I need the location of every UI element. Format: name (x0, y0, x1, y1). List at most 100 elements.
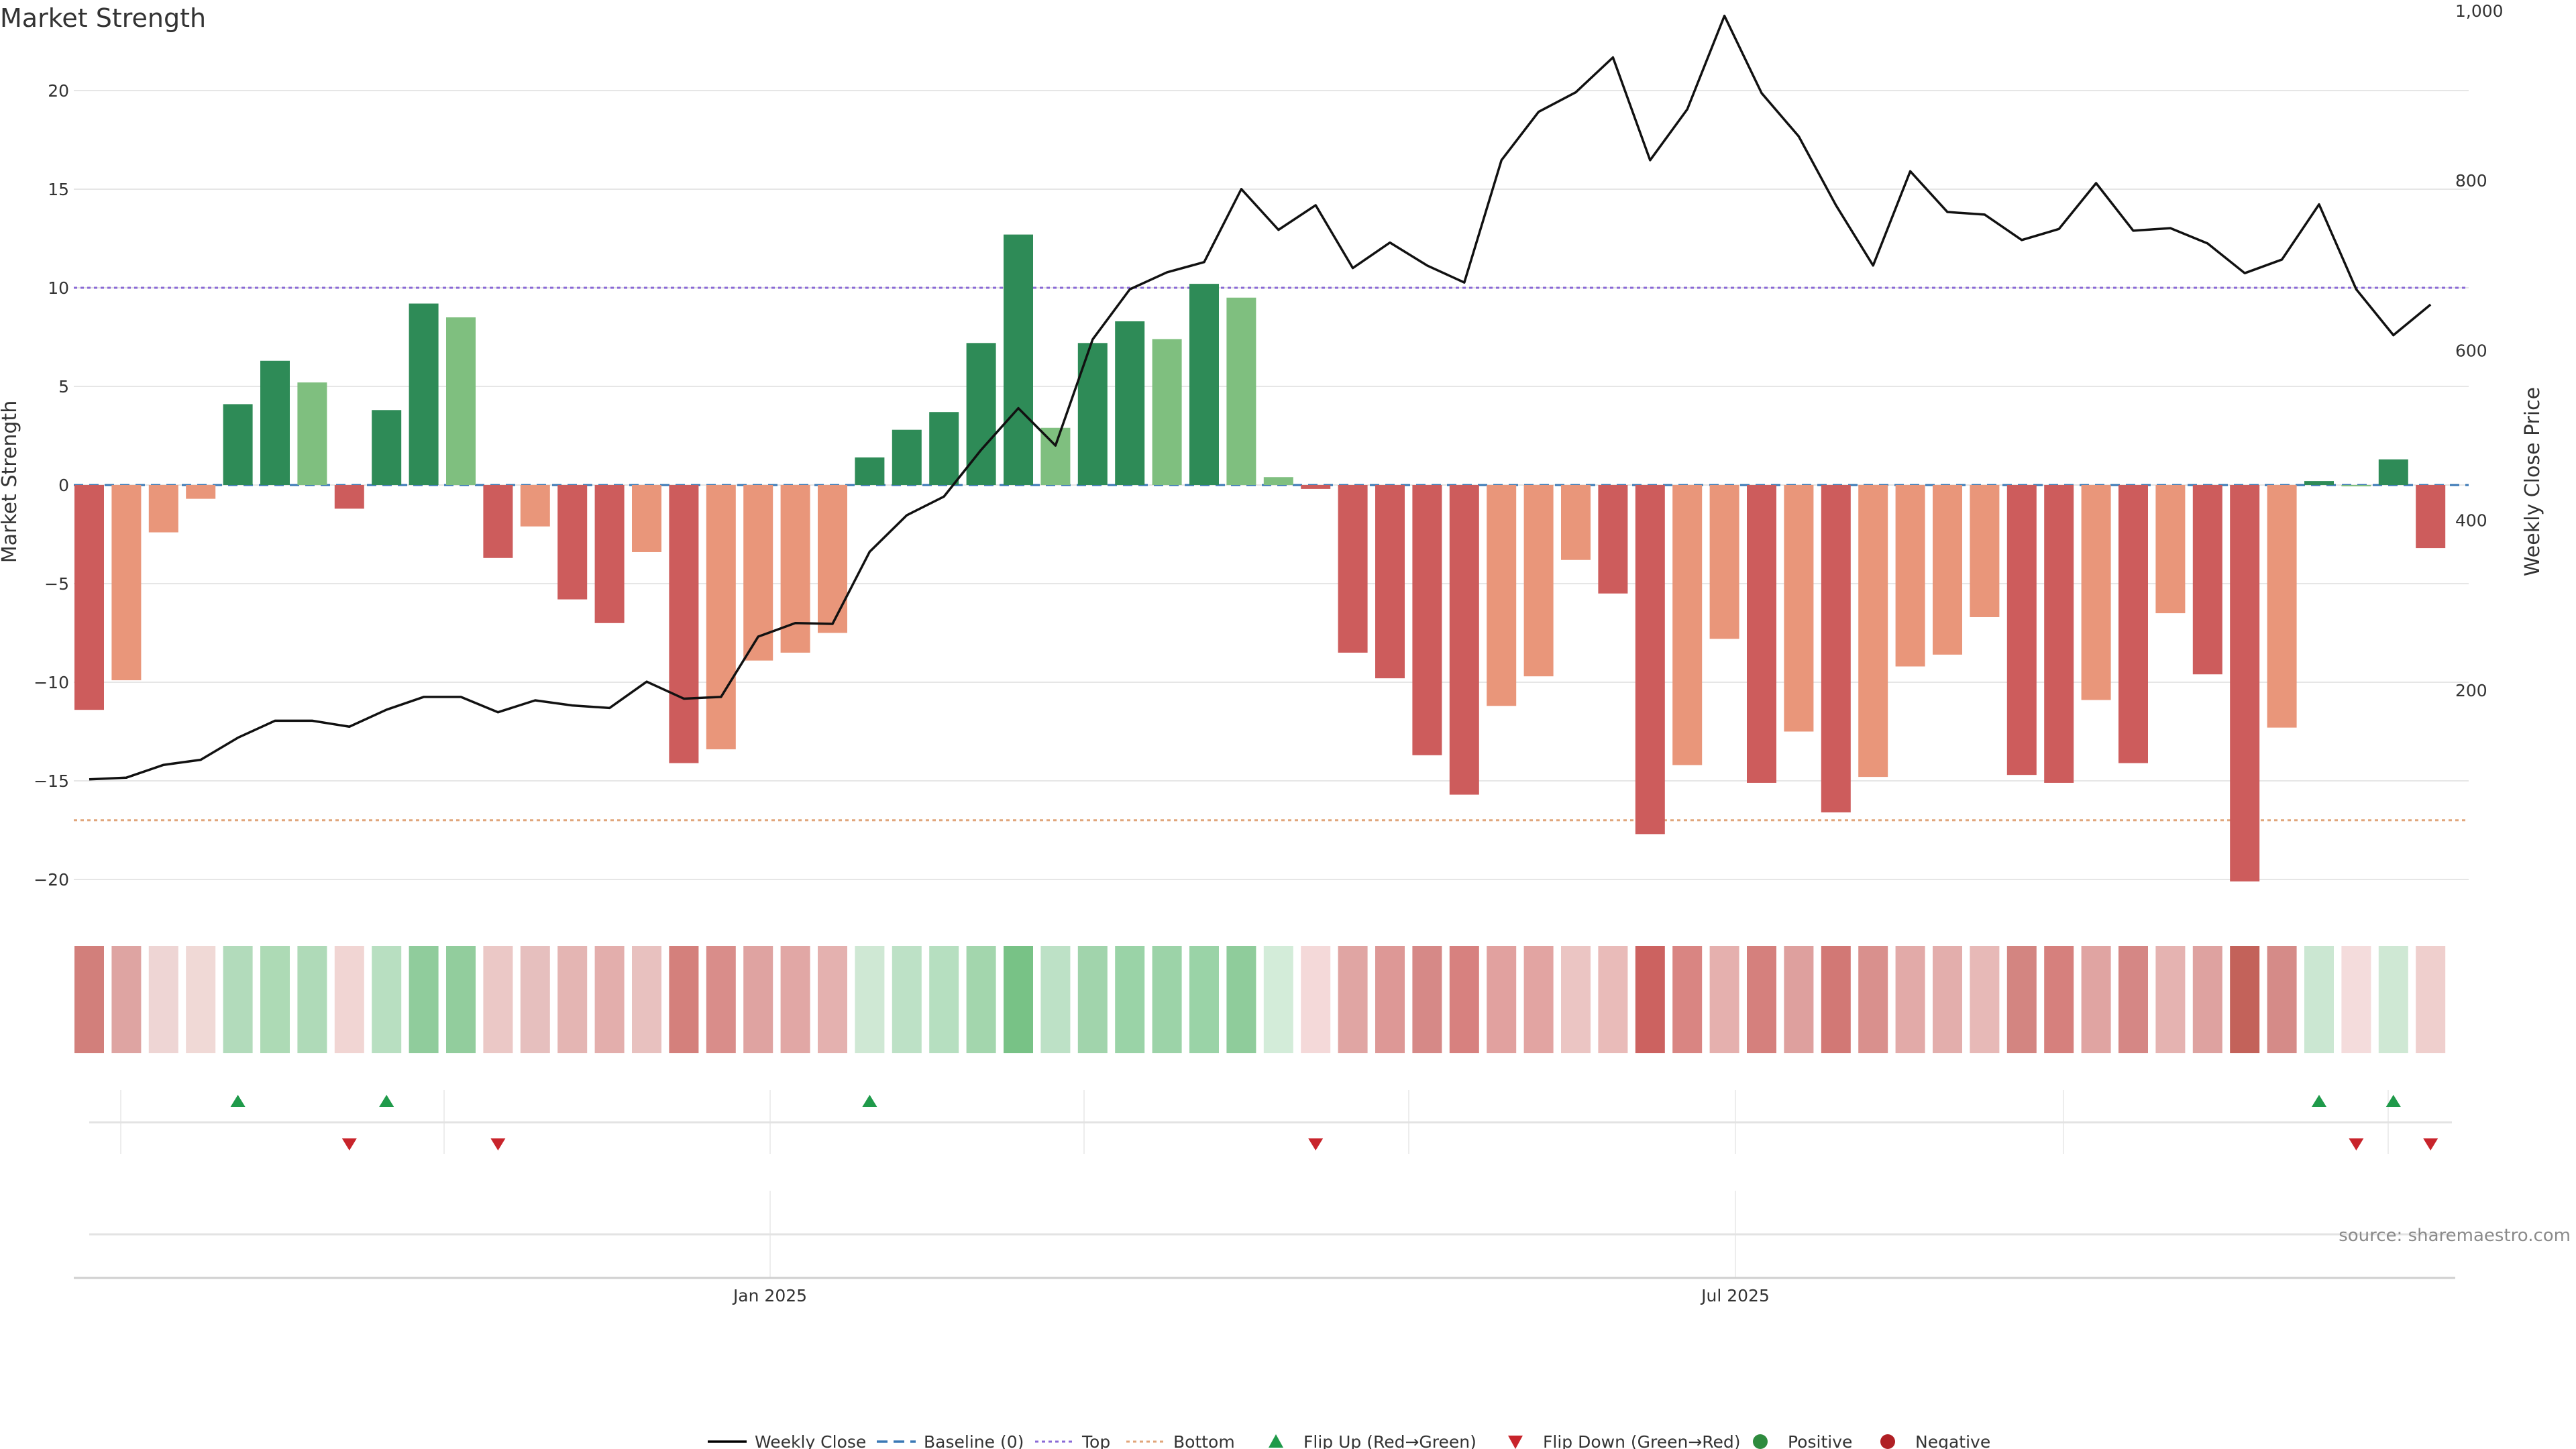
strength-bar (1635, 485, 1665, 835)
heat-cell (260, 946, 290, 1053)
y2-tick-label: 400 (2455, 511, 2487, 531)
heat-cell (1561, 946, 1591, 1053)
strength-bar (223, 404, 253, 485)
flip-down-marker (490, 1138, 506, 1150)
heat-cell (1338, 946, 1368, 1053)
y2-tick-label: 1,000 (2455, 1, 2504, 21)
legend-swatch-circle (1753, 1434, 1768, 1449)
strength-bar (1338, 485, 1368, 653)
strength-bar (1858, 485, 1888, 777)
heat-cell (632, 946, 661, 1053)
flip-down-marker (1308, 1138, 1324, 1150)
y-tick-label: 20 (48, 81, 69, 101)
strength-bar (409, 303, 439, 485)
heat-cell (929, 946, 959, 1053)
flip-down-marker (341, 1138, 357, 1150)
strength-bar (186, 485, 216, 499)
heat-cell (334, 946, 364, 1053)
strength-bar (2267, 485, 2297, 728)
strength-bar (483, 485, 513, 558)
strength-bar (2044, 485, 2074, 783)
heat-cell (1375, 946, 1405, 1053)
strength-bar (2155, 485, 2186, 614)
heat-cell (1152, 946, 1182, 1053)
strength-bar (1189, 284, 1219, 485)
strength-bar (1747, 485, 1776, 783)
y-tick-label: −20 (34, 870, 69, 890)
heat-cell (1487, 946, 1517, 1053)
heat-cell (1858, 946, 1888, 1053)
heat-cell (557, 946, 588, 1053)
flip-up-marker (230, 1095, 246, 1107)
strength-bar (594, 485, 625, 623)
flip-up-marker (2312, 1095, 2326, 1107)
heat-cell (74, 946, 104, 1053)
heat-cell (2416, 946, 2446, 1053)
heat-cell (2230, 946, 2260, 1053)
heat-cell (1449, 946, 1479, 1053)
heat-cell (706, 946, 736, 1053)
heat-cell (1523, 946, 1554, 1053)
strength-bar (929, 412, 959, 485)
legend-label: Flip Up (Red→Green) (1303, 1432, 1477, 1449)
y-tick-label: 15 (48, 180, 69, 199)
y2-tick-label: 800 (2455, 171, 2487, 191)
legend-label: Flip Down (Green→Red) (1543, 1432, 1741, 1449)
strength-bar (1821, 485, 1851, 813)
heat-cell (372, 946, 402, 1053)
x-tick-label: Jul 2025 (1700, 1286, 1770, 1305)
strength-bar (111, 485, 142, 681)
strength-bar (1263, 477, 1293, 485)
legend-label: Top (1081, 1432, 1110, 1449)
strength-bar (1301, 485, 1331, 489)
flip-down-marker (2349, 1138, 2364, 1150)
heat-cell (966, 946, 996, 1053)
heat-cell (1077, 946, 1108, 1053)
strength-bar (780, 485, 810, 653)
strength-bar (1226, 297, 1256, 485)
strength-bar (892, 429, 922, 485)
legend-label: Weekly Close (755, 1432, 866, 1449)
heat-cell (1895, 946, 1925, 1053)
strength-bar (74, 485, 104, 710)
strength-bar (557, 485, 588, 600)
y-tick-label: 5 (58, 377, 69, 396)
date-axis: Jan 2025 Jul 2025 (74, 1191, 2455, 1305)
y-axis-label: Market Strength (0, 400, 21, 563)
strength-bar (1709, 485, 1739, 639)
heat-cell (2267, 946, 2297, 1053)
heat-cell (1672, 946, 1703, 1053)
heat-cell (148, 946, 178, 1053)
strength-bar (1040, 427, 1071, 485)
heat-cell (1970, 946, 2000, 1053)
strength-heat-strip (74, 946, 2446, 1053)
strength-bar (743, 485, 773, 661)
strength-bar (1004, 234, 1033, 485)
strength-bar (260, 360, 290, 485)
heat-cell (1821, 946, 1851, 1053)
strength-bar (669, 485, 699, 763)
chart-title: Market Strength (0, 3, 206, 33)
heat-cell (2304, 946, 2334, 1053)
strength-bar (297, 382, 327, 485)
heat-cell (446, 946, 476, 1053)
strength-bar (1115, 321, 1145, 485)
strength-bar (1487, 485, 1517, 706)
strength-bar (706, 485, 736, 749)
heat-cell (1263, 946, 1293, 1053)
weekly-close-line (89, 14, 2432, 781)
heat-cell (2341, 946, 2371, 1053)
heat-cell (1115, 946, 1145, 1053)
heat-cell (223, 946, 253, 1053)
heat-cell (1747, 946, 1776, 1053)
strength-bar (818, 485, 847, 633)
heat-cell (855, 946, 885, 1053)
y2-tick-label: 600 (2455, 341, 2487, 360)
legend-label: Negative (1915, 1432, 1990, 1449)
heat-cell (1784, 946, 1814, 1053)
strength-bar (1933, 485, 1962, 655)
strength-bar (1598, 485, 1628, 594)
y2-tick-label: 200 (2455, 681, 2487, 700)
strength-bar (1784, 485, 1814, 732)
